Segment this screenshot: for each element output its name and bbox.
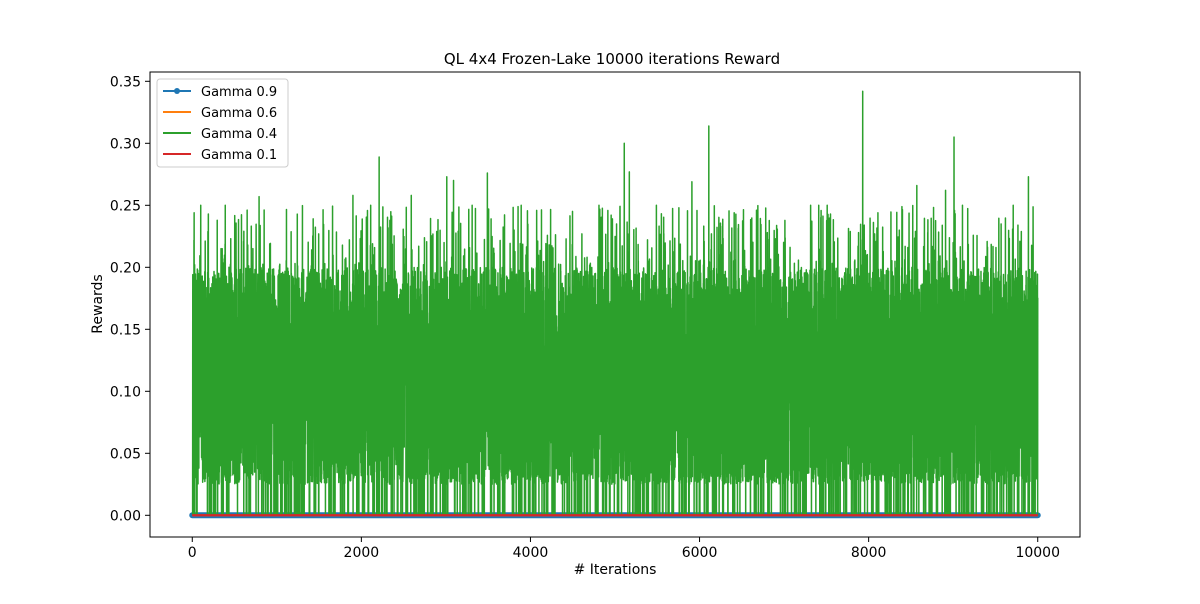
y-tick-label: 0.15	[110, 322, 141, 338]
legend-gamma-0-9-label: Gamma 0.9	[201, 85, 277, 100]
legend-gamma-0-9-marker	[174, 88, 180, 94]
x-tick-label: 6000	[682, 545, 718, 561]
x-tick-label: 2000	[344, 545, 380, 561]
x-axis: 0 2000 4000 6000 8000 10000	[188, 537, 1060, 561]
legend: Gamma 0.9 Gamma 0.6 Gamma 0.4 Gamma 0.1	[156, 78, 289, 168]
legend-gamma-0-6-label: Gamma 0.6	[201, 106, 277, 121]
x-tick-label: 10000	[1015, 545, 1060, 561]
legend-gamma-0-4-label: Gamma 0.4	[201, 127, 277, 142]
y-tick-label: 0.05	[110, 446, 141, 462]
x-tick-label: 0	[188, 545, 197, 561]
y-axis-label: Rewards	[90, 274, 106, 333]
y-tick-label: 0.30	[110, 136, 141, 152]
y-axis: 0.00 0.05 0.10 0.15 0.20 0.25 0.30 0.35	[110, 74, 150, 524]
y-tick-label: 0.35	[110, 74, 141, 90]
series-gamma-0-4-line	[191, 90, 1039, 517]
chart-title: QL 4x4 Frozen-Lake 10000 iterations Rewa…	[444, 50, 780, 68]
x-tick-label: 4000	[513, 545, 549, 561]
x-axis-label: # Iterations	[574, 562, 657, 578]
y-tick-label: 0.25	[110, 198, 141, 214]
plot-frame	[149, 71, 1081, 538]
y-tick-label: 0.10	[110, 384, 141, 400]
y-tick-label: 0.00	[110, 508, 141, 524]
legend-box	[156, 78, 289, 168]
y-tick-label: 0.20	[110, 260, 141, 276]
legend-gamma-0-1-label: Gamma 0.1	[201, 148, 277, 163]
x-tick-label: 8000	[851, 545, 887, 561]
series-layer	[189, 90, 1041, 519]
